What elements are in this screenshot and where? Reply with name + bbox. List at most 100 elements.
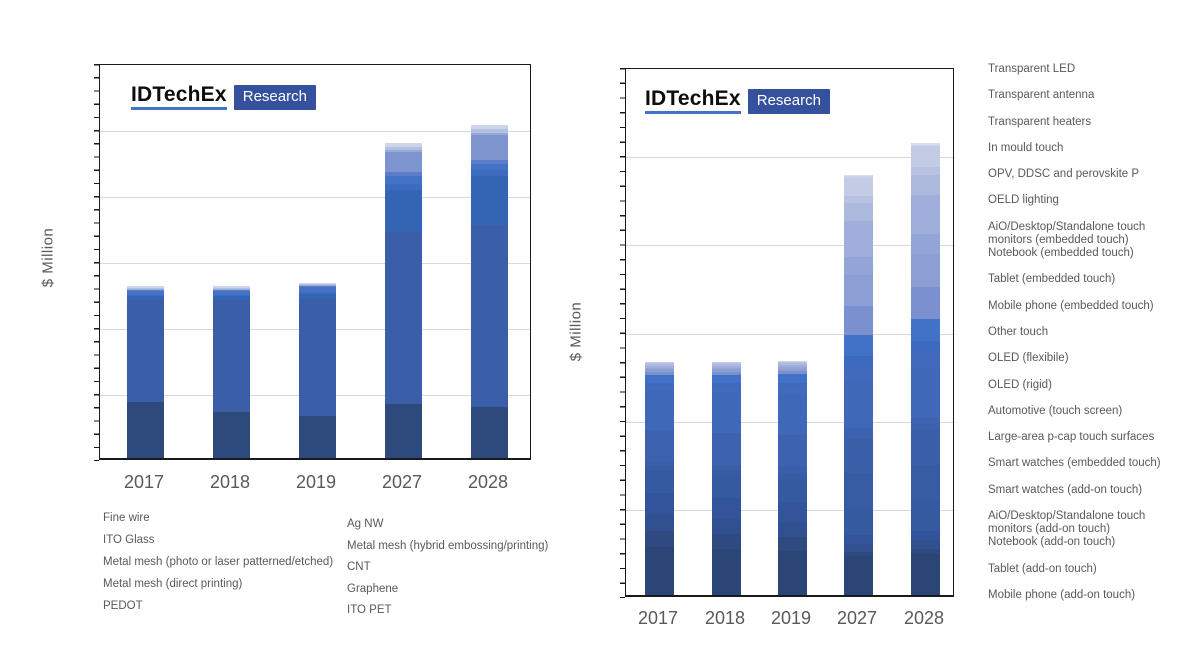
x-axis-label-2027: 2027 — [836, 608, 878, 628]
bar-segment — [711, 386, 741, 393]
bar-segment — [298, 287, 336, 293]
bar-segment — [777, 502, 807, 523]
bar-segment — [298, 292, 336, 294]
bar-segment — [126, 290, 164, 292]
bar-segment — [470, 407, 508, 458]
legend-item: OELD lighting — [988, 194, 1059, 207]
bar-segment — [711, 475, 741, 499]
gridline — [626, 245, 953, 246]
bar-segment — [644, 364, 674, 366]
legend-item: Tablet (add-on touch) — [988, 562, 1097, 575]
gridline — [100, 197, 530, 198]
bar-segment — [126, 299, 164, 402]
legend-item: Mobile phone (embedded touch) — [988, 299, 1154, 312]
bar-segment — [843, 256, 873, 276]
x-axis-label-2017: 2017 — [637, 608, 679, 628]
bar-stack-2028 — [470, 125, 508, 458]
bar-segment — [843, 202, 873, 222]
bar-segment — [384, 152, 422, 173]
bar-segment — [126, 289, 164, 291]
bar-segment — [777, 382, 807, 387]
bar-segment — [777, 536, 807, 551]
bar-segment — [711, 367, 741, 370]
bar-segment — [644, 386, 674, 391]
bar-segment — [711, 374, 741, 384]
bar-segment — [711, 432, 741, 465]
bar-segment — [843, 439, 873, 474]
bar-segment — [298, 284, 336, 286]
bar-segment — [298, 415, 336, 458]
gridline — [626, 157, 953, 158]
bar-segment — [910, 341, 940, 355]
bar-segment — [711, 365, 741, 368]
bar-segment — [777, 366, 807, 369]
bar-segment — [298, 282, 336, 285]
bar-segment — [711, 469, 741, 476]
bar-segment — [777, 434, 807, 468]
bar-segment — [644, 372, 674, 375]
x-axis-label-2019: 2019 — [295, 472, 337, 492]
left-x-axis-labels: 2017 2018 2019 2027 2028 — [99, 472, 531, 496]
legend-item: Smart watches (embedded touch) — [988, 457, 1161, 470]
legend-item: Metal mesh (direct printing) — [103, 578, 243, 590]
bar-segment — [212, 291, 250, 296]
right-legend: Transparent LED Transparent antenna Transp… — [988, 63, 1183, 615]
right-chart-plot-area: IDTechEx Research — [625, 68, 954, 597]
bar-segment — [212, 290, 250, 292]
bar-segment — [910, 367, 940, 418]
bar-segment — [910, 417, 940, 430]
bar-segment — [910, 194, 940, 234]
bar-segment — [384, 146, 422, 151]
bar-segment — [212, 299, 250, 412]
idtechex-brand-text: IDTechEx — [645, 87, 741, 115]
bar-segment — [126, 401, 164, 458]
bar-segment — [212, 286, 250, 289]
bar-segment — [777, 522, 807, 537]
left-legend-column-1: Fine wire ITO Glass Metal mesh (photo or l… — [103, 512, 333, 613]
bar-segment — [843, 428, 873, 439]
bar-segment — [777, 362, 807, 364]
bar-segment — [644, 530, 674, 547]
right-x-axis-labels: 2017 2018 2019 2027 2028 — [625, 608, 954, 632]
bar-segment — [777, 371, 807, 374]
bar-segment — [843, 174, 873, 177]
idtechex-logo: IDTechEx Research — [131, 83, 316, 111]
bar-segment — [910, 530, 940, 541]
left-chart-plot-area: IDTechEx Research — [99, 64, 531, 460]
legend-item: ITO Glass — [103, 534, 155, 546]
bar-segment — [212, 295, 250, 297]
x-axis-label-2017: 2017 — [123, 472, 165, 492]
bar-segment — [777, 394, 807, 435]
right-y-axis-ticks — [620, 68, 625, 598]
bar-segment — [126, 289, 164, 290]
x-axis-label-2027: 2027 — [381, 472, 423, 492]
bar-segment — [212, 411, 250, 458]
bar-segment — [644, 492, 674, 515]
bar-segment — [212, 288, 250, 290]
legend-item: Ag NW — [347, 518, 384, 530]
legend-item: OLED (rigid) — [988, 378, 1052, 391]
bar-segment — [384, 143, 422, 147]
bar-segment — [777, 365, 807, 367]
bar-segment — [843, 176, 873, 179]
left-y-axis-ticks — [94, 64, 99, 461]
bar-segment — [470, 176, 508, 226]
bar-segment — [384, 184, 422, 191]
legend-item: PEDOT — [103, 600, 143, 612]
bar-segment — [711, 364, 741, 366]
bar-segment — [777, 363, 807, 365]
bar-segment — [910, 354, 940, 368]
research-badge: Research — [747, 88, 830, 114]
bar-segment — [777, 479, 807, 503]
bar-segment — [644, 382, 674, 387]
x-axis-label-2028: 2028 — [467, 472, 509, 492]
bar-segment — [384, 175, 422, 185]
bar-segment — [298, 285, 336, 286]
bar-segment — [777, 467, 807, 474]
bar-segment — [644, 367, 674, 370]
bar-segment — [126, 295, 164, 297]
legend-item: AiO/Desktop/Standalone touch monitors (a… — [988, 510, 1146, 536]
bar-segment — [910, 166, 940, 175]
bar-segment — [910, 465, 940, 501]
bar-segment — [910, 142, 940, 145]
